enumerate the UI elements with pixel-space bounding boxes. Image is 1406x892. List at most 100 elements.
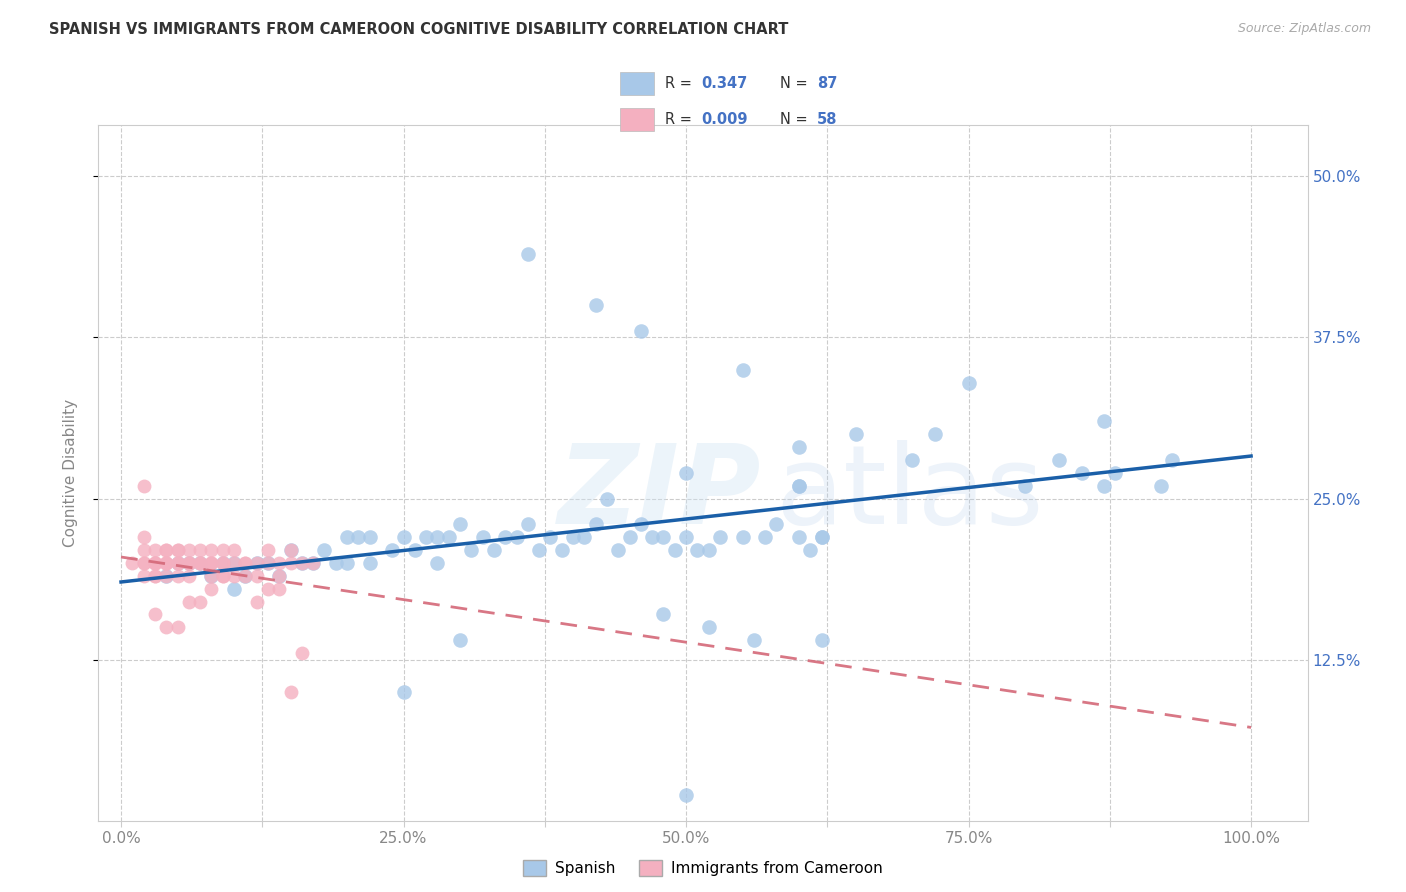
Point [155,556,177,570]
Point [516,517,538,532]
Point [143,569,166,583]
Point [787,440,810,454]
Point [607,543,630,558]
Point [233,556,256,570]
Point [957,376,980,390]
Point [143,607,166,622]
Point [211,543,233,558]
Point [155,556,177,570]
Point [686,543,709,558]
Point [280,556,302,570]
Point [166,556,188,570]
Text: 87: 87 [817,76,837,91]
Text: SPANISH VS IMMIGRANTS FROM CAMEROON COGNITIVE DISABILITY CORRELATION CHART: SPANISH VS IMMIGRANTS FROM CAMEROON COGN… [49,22,789,37]
Point [200,569,222,583]
Point [200,569,222,583]
Point [177,556,200,570]
Point [392,685,415,699]
Point [132,556,155,570]
Point [188,556,211,570]
Point [177,543,200,558]
Point [166,556,188,570]
Point [787,478,810,492]
Point [731,362,754,376]
Point [630,324,652,338]
Point [188,556,211,570]
Point [121,556,143,570]
Point [359,530,381,544]
Point [177,556,200,570]
Point [1047,453,1070,467]
Point [415,530,437,544]
Point [200,556,222,570]
Point [675,530,697,544]
Point [222,569,245,583]
Point [155,556,177,570]
Point [494,530,516,544]
Point [269,569,291,583]
Point [1092,478,1115,492]
Point [211,569,233,583]
Point [742,633,765,648]
Point [143,569,166,583]
Point [585,298,607,312]
Text: R =: R = [665,76,696,91]
Point [200,543,222,558]
Point [280,543,302,558]
Text: 0.347: 0.347 [702,76,748,91]
Point [596,491,619,506]
FancyBboxPatch shape [620,72,654,95]
Point [924,427,946,442]
Point [166,543,188,558]
Point [257,543,280,558]
Point [188,556,211,570]
Point [166,620,188,634]
Point [211,556,233,570]
Point [574,530,596,544]
Point [381,543,404,558]
Point [697,620,720,634]
Point [132,543,155,558]
Point [630,517,652,532]
Point [731,530,754,544]
Text: N =: N = [780,112,813,127]
Point [155,543,177,558]
Point [166,556,188,570]
Point [177,594,200,608]
Point [810,633,832,648]
Point [143,556,166,570]
Point [143,556,166,570]
Point [426,556,449,570]
Point [233,569,256,583]
Point [280,685,302,699]
Point [404,543,426,558]
Point [505,530,527,544]
Point [200,582,222,596]
Point [246,569,269,583]
Point [754,530,776,544]
Point [291,646,314,660]
Point [799,543,821,558]
Point [1161,453,1184,467]
Point [1104,466,1126,480]
Point [347,530,370,544]
Point [211,569,233,583]
Point [562,530,585,544]
Point [449,517,471,532]
Point [246,594,269,608]
Text: 0.009: 0.009 [702,112,748,127]
Point [233,569,256,583]
Point [336,530,359,544]
FancyBboxPatch shape [620,108,654,130]
Point [641,530,664,544]
Text: Source: ZipAtlas.com: Source: ZipAtlas.com [1237,22,1371,36]
Point [325,556,347,570]
Point [280,543,302,558]
Point [132,478,155,492]
Point [302,556,325,570]
Point [901,453,924,467]
Point [222,556,245,570]
Point [652,530,675,544]
Point [257,556,280,570]
Point [359,556,381,570]
